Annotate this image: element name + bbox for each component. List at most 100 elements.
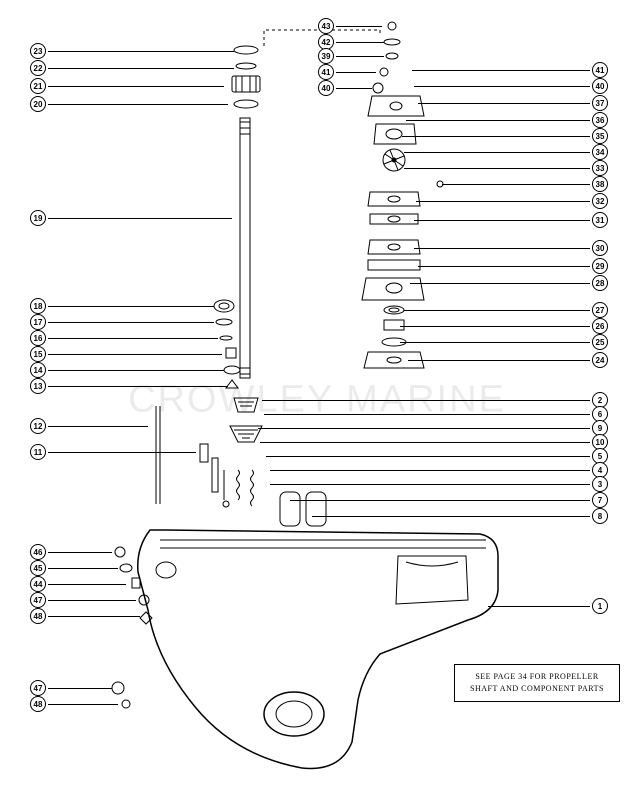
leader-line <box>404 310 590 311</box>
leader-line <box>48 306 214 307</box>
callout-15: 15 <box>30 346 46 362</box>
leader-line <box>48 568 118 569</box>
leader-line <box>336 56 384 57</box>
leader-line <box>48 452 196 453</box>
callout-14: 14 <box>30 362 46 378</box>
leader-line <box>48 600 136 601</box>
callout-26: 26 <box>592 318 608 334</box>
leader-line <box>48 688 112 689</box>
leader-line <box>442 184 590 185</box>
leader-line <box>258 428 590 429</box>
leader-line <box>404 152 590 153</box>
callout-43: 43 <box>318 18 334 34</box>
leader-line <box>48 386 228 387</box>
callout-35: 35 <box>592 128 608 144</box>
leader-line <box>336 72 376 73</box>
callout-48: 48 <box>30 608 46 624</box>
callout-17: 17 <box>30 314 46 330</box>
leader-line <box>48 86 224 87</box>
callout-11: 11 <box>30 444 46 460</box>
parts-diagram: CROWLEY MARINE <box>0 0 634 800</box>
callout-20: 20 <box>30 96 46 112</box>
note-box: SEE PAGE 34 FOR PROPELLER SHAFT AND COMP… <box>454 664 620 702</box>
leader-line <box>270 484 590 485</box>
callout-44: 44 <box>30 576 46 592</box>
leader-line <box>48 616 140 617</box>
leader-line <box>48 354 222 355</box>
leader-line <box>418 266 590 267</box>
callout-34: 34 <box>592 144 608 160</box>
leader-line <box>406 120 590 121</box>
leader-line <box>312 516 590 517</box>
leader-line <box>414 248 590 249</box>
leader-line <box>290 500 590 501</box>
callout-18: 18 <box>30 298 46 314</box>
leader-line <box>48 51 234 52</box>
leader-line <box>48 584 126 585</box>
leader-line <box>48 552 112 553</box>
leader-line <box>336 88 372 89</box>
callout-27: 27 <box>592 302 608 318</box>
callout-41: 41 <box>592 62 608 78</box>
note-line-2: SHAFT AND COMPONENT PARTS <box>463 683 611 695</box>
leader-line <box>400 342 590 343</box>
callout-25: 25 <box>592 334 608 350</box>
callout-32: 32 <box>592 193 608 209</box>
callout-30: 30 <box>592 240 608 256</box>
leader-line <box>408 360 590 361</box>
callout-41: 41 <box>318 64 334 80</box>
callout-36: 36 <box>592 112 608 128</box>
callout-33: 33 <box>592 160 608 176</box>
callout-46: 46 <box>30 544 46 560</box>
callout-1: 1 <box>592 598 608 614</box>
callout-40: 40 <box>592 78 608 94</box>
callout-28: 28 <box>592 275 608 291</box>
leader-line <box>48 370 224 371</box>
leader-line <box>402 136 590 137</box>
callout-38: 38 <box>592 176 608 192</box>
leader-line <box>404 168 590 169</box>
callout-40: 40 <box>318 80 334 96</box>
leader-line <box>48 104 228 105</box>
callout-48: 48 <box>30 696 46 712</box>
callout-31: 31 <box>592 212 608 228</box>
callout-3: 3 <box>592 476 608 492</box>
leader-line <box>412 70 590 71</box>
leader-line <box>414 220 590 221</box>
leader-line <box>416 201 590 202</box>
callout-22: 22 <box>30 60 46 76</box>
leader-line <box>414 86 590 87</box>
leader-line <box>48 426 148 427</box>
leader-line <box>400 326 590 327</box>
leader-line <box>336 26 382 27</box>
callout-7: 7 <box>592 492 608 508</box>
leader-line <box>418 103 590 104</box>
leader-line <box>270 470 590 471</box>
callout-16: 16 <box>30 330 46 346</box>
callout-23: 23 <box>30 43 46 59</box>
callout-19: 19 <box>30 210 46 226</box>
callout-12: 12 <box>30 418 46 434</box>
callout-13: 13 <box>30 378 46 394</box>
callout-8: 8 <box>592 508 608 524</box>
leader-line <box>410 283 590 284</box>
callout-47: 47 <box>30 680 46 696</box>
leader-line <box>48 322 214 323</box>
leader-line <box>48 704 118 705</box>
leader-line <box>48 68 234 69</box>
callout-37: 37 <box>592 95 608 111</box>
leader-line <box>336 42 384 43</box>
leader-line <box>262 400 590 401</box>
leader-line <box>48 338 218 339</box>
leader-line <box>260 442 590 443</box>
callout-24: 24 <box>592 352 608 368</box>
callout-39: 39 <box>318 48 334 64</box>
note-line-1: SEE PAGE 34 FOR PROPELLER <box>463 671 611 683</box>
leader-line <box>266 456 590 457</box>
leader-line <box>264 414 590 415</box>
leader-line <box>488 606 590 607</box>
callout-45: 45 <box>30 560 46 576</box>
leader-line <box>48 218 232 219</box>
callout-29: 29 <box>592 258 608 274</box>
callout-47: 47 <box>30 592 46 608</box>
